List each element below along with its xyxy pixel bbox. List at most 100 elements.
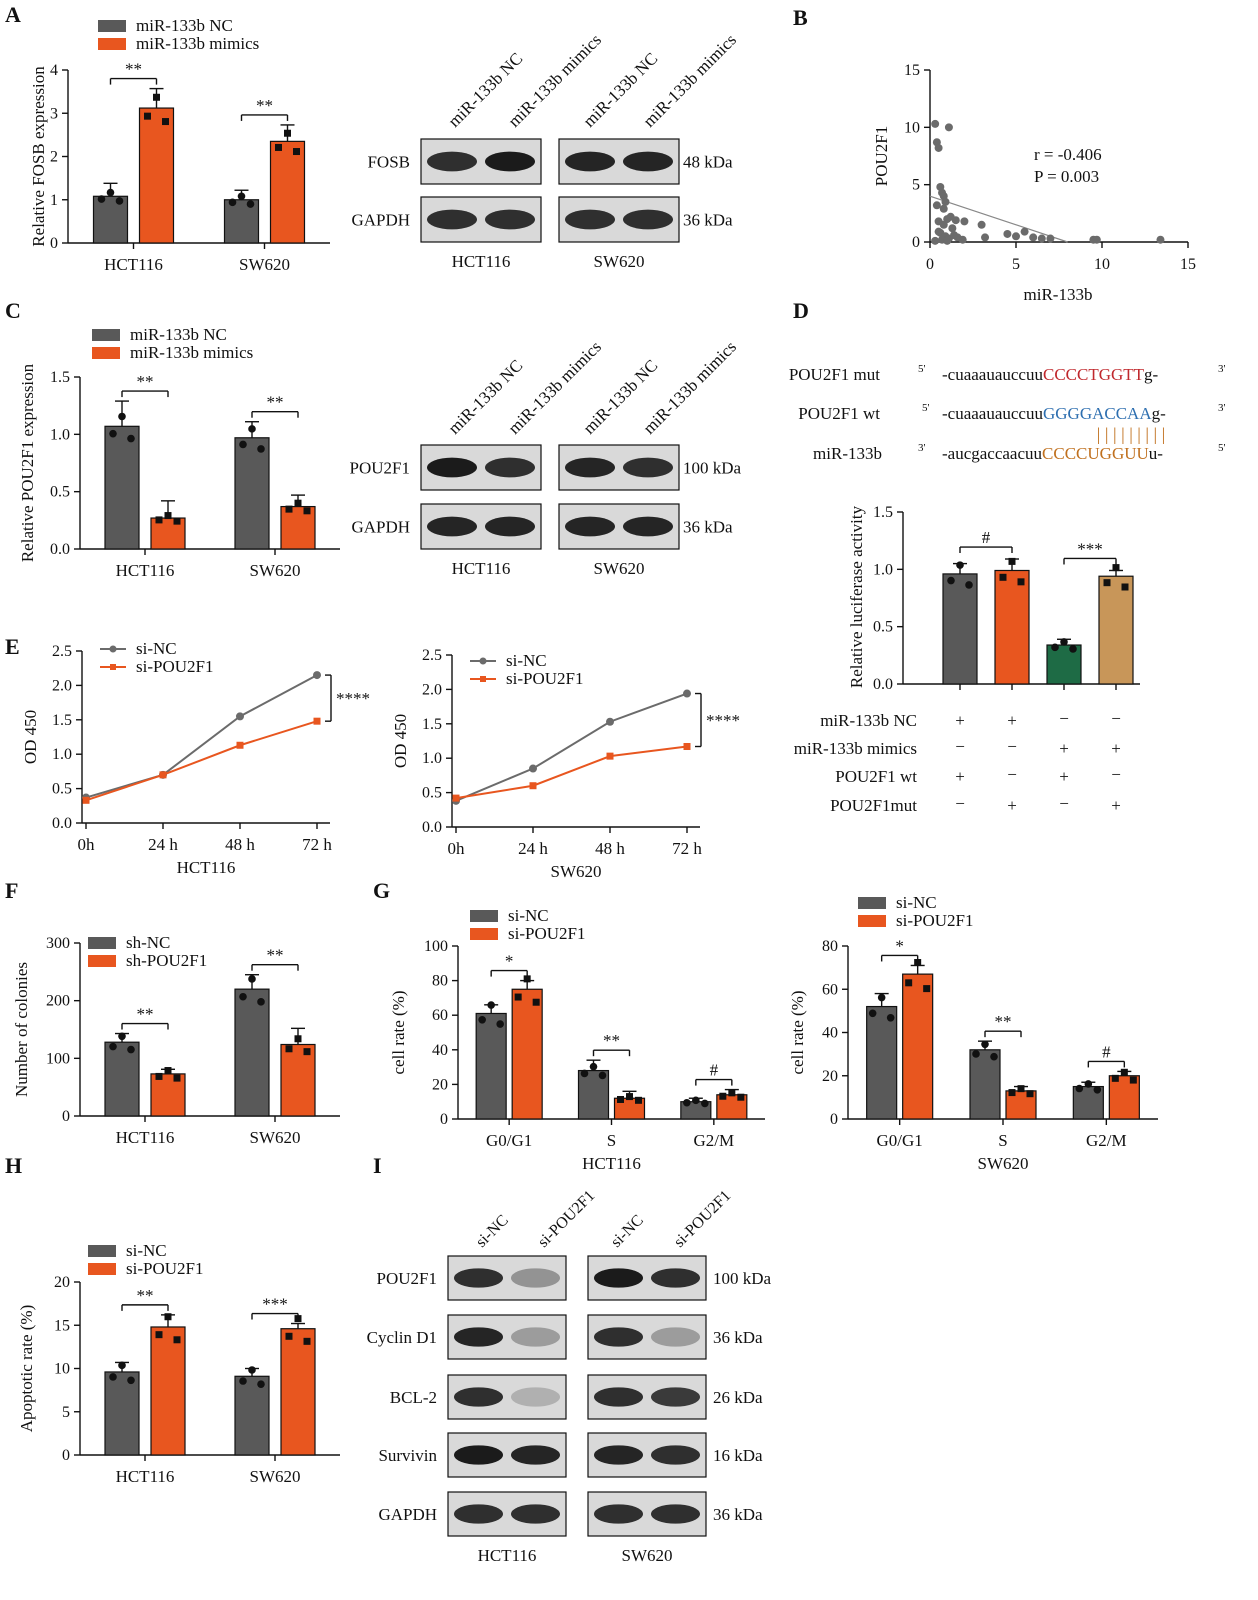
I-blot-band: [454, 1504, 503, 1524]
F-y-tick-label: 0: [62, 1108, 70, 1125]
A-bar: [269, 140, 306, 244]
E1-y-tick-label: 1.0: [52, 746, 72, 763]
C-point: [285, 505, 293, 513]
I-blot-band: [594, 1327, 643, 1347]
C-x-tick-label: HCT116: [116, 561, 175, 580]
E1-series-line: [85, 720, 318, 802]
G2-y-tick-label: 80: [822, 938, 838, 955]
D-bar: [994, 569, 1030, 685]
D-y-axis-label: Relative luciferase activity: [847, 505, 866, 688]
D-seq-pre: -cuaaauauccuu: [942, 404, 1043, 423]
H-y-tick-label: 10: [54, 1361, 70, 1378]
H-y-tick-label: 20: [54, 1274, 70, 1291]
D-sig-label: ***: [1077, 539, 1103, 558]
G2-point: [1075, 1084, 1084, 1093]
G1-sig-label: #: [710, 1061, 719, 1080]
D-condition-sign: +: [1007, 711, 1017, 730]
C-blot-band: [427, 457, 477, 478]
C-point: [303, 507, 311, 515]
C-point: [239, 440, 247, 449]
G2-bar: [866, 1005, 898, 1120]
D-seq-prime: 3': [1218, 363, 1226, 375]
E1-y-axis-label: OD 450: [21, 710, 40, 764]
G2-point: [1017, 1085, 1025, 1093]
D-condition-sign: −: [1007, 737, 1017, 756]
D-y-tick-label: 0.5: [873, 619, 893, 636]
F-point: [285, 1045, 293, 1053]
G2-point: [981, 1040, 989, 1049]
G2-bar: [969, 1049, 1001, 1120]
A-y-tick-label: 2: [50, 149, 58, 166]
E2-point: [606, 717, 614, 726]
C-point: [164, 512, 172, 520]
H-legend-label: si-POU2F1: [126, 1259, 203, 1278]
A-blot-size-label: 36 kDa: [683, 211, 733, 230]
C-legend-swatch: [92, 329, 120, 341]
D-condition-sign: +: [955, 711, 965, 730]
D-point: [1069, 645, 1077, 653]
B-y-axis-label: POU2F1: [872, 126, 891, 186]
G2-x-tick-label: G2/M: [1086, 1131, 1127, 1150]
B-point: [943, 236, 952, 245]
B-point: [1037, 234, 1046, 243]
H-legend-label: si-NC: [126, 1241, 167, 1260]
I-blot-size-label: 100 kDa: [713, 1269, 772, 1288]
B-y-tick-label: 10: [904, 119, 920, 136]
G1-legend-label: si-NC: [508, 906, 549, 925]
I-blot-protein-label: BCL-2: [390, 1388, 437, 1407]
G1-x-tick-label: G2/M: [694, 1131, 735, 1150]
H-point: [155, 1331, 163, 1339]
D-seq-row-label: POU2F1 wt: [798, 404, 880, 423]
F-y-tick-label: 300: [46, 935, 70, 952]
H-bar: [234, 1375, 270, 1456]
I-blot-band: [594, 1387, 643, 1407]
D-seq-row-label: POU2F1 mut: [789, 365, 880, 384]
F-legend-label: sh-POU2F1: [126, 951, 207, 970]
F-y-axis-label: Number of colonies: [12, 962, 31, 1097]
G2-point: [1093, 1086, 1102, 1094]
B-point: [981, 233, 990, 242]
G2-point: [914, 959, 922, 967]
B-fit-line: [929, 195, 1068, 243]
F-sig-label: **: [267, 946, 284, 965]
I-blot-size-label: 26 kDa: [713, 1388, 763, 1407]
D-seq-prime: 3': [1218, 402, 1226, 414]
I-blot-size-label: 36 kDa: [713, 1328, 763, 1347]
B-point: [931, 119, 940, 128]
B-x-tick-label: 5: [1012, 256, 1020, 273]
H-point: [173, 1336, 181, 1344]
A-point: [115, 197, 124, 205]
G2-y-tick-label: 60: [822, 981, 838, 998]
C-legend-label: miR-133b NC: [130, 325, 227, 344]
A-blot-band: [427, 209, 477, 230]
B-annotation: P = 0.003: [1034, 167, 1099, 186]
H-bar: [104, 1371, 140, 1456]
A-x-tick-label: HCT116: [104, 255, 163, 274]
C-y-tick-label: 1.0: [50, 426, 70, 443]
G2-sig-label: #: [1102, 1042, 1111, 1061]
D-condition-sign: −: [955, 794, 965, 813]
F-point: [248, 975, 256, 983]
panel-letter-H: H: [5, 1153, 22, 1178]
E2-y-tick-label: 2.0: [422, 681, 442, 698]
G1-y-tick-label: 20: [432, 1076, 448, 1093]
D-point: [1112, 564, 1120, 572]
G2-sig-label: **: [995, 1012, 1012, 1031]
D-seq-seed: GGGGACCAA: [1043, 404, 1152, 423]
I-blot-band: [511, 1504, 560, 1524]
A-point: [275, 143, 282, 151]
G2-point: [972, 1050, 980, 1058]
E1-point: [313, 671, 321, 680]
E1-x-tick-label: 48 h: [225, 835, 255, 854]
G1-point: [532, 998, 540, 1006]
I-blot-band: [511, 1387, 560, 1407]
D-bar: [942, 573, 978, 685]
C-blot-protein-label: GAPDH: [351, 518, 410, 537]
C-sig-label: **: [137, 372, 154, 391]
G2-point: [1084, 1080, 1093, 1088]
panel-letter-F: F: [5, 878, 18, 903]
D-condition-sign: −: [955, 737, 965, 756]
D-point: [965, 581, 973, 589]
F-point: [173, 1074, 181, 1082]
D-condition-label: POU2F1 wt: [835, 767, 917, 786]
